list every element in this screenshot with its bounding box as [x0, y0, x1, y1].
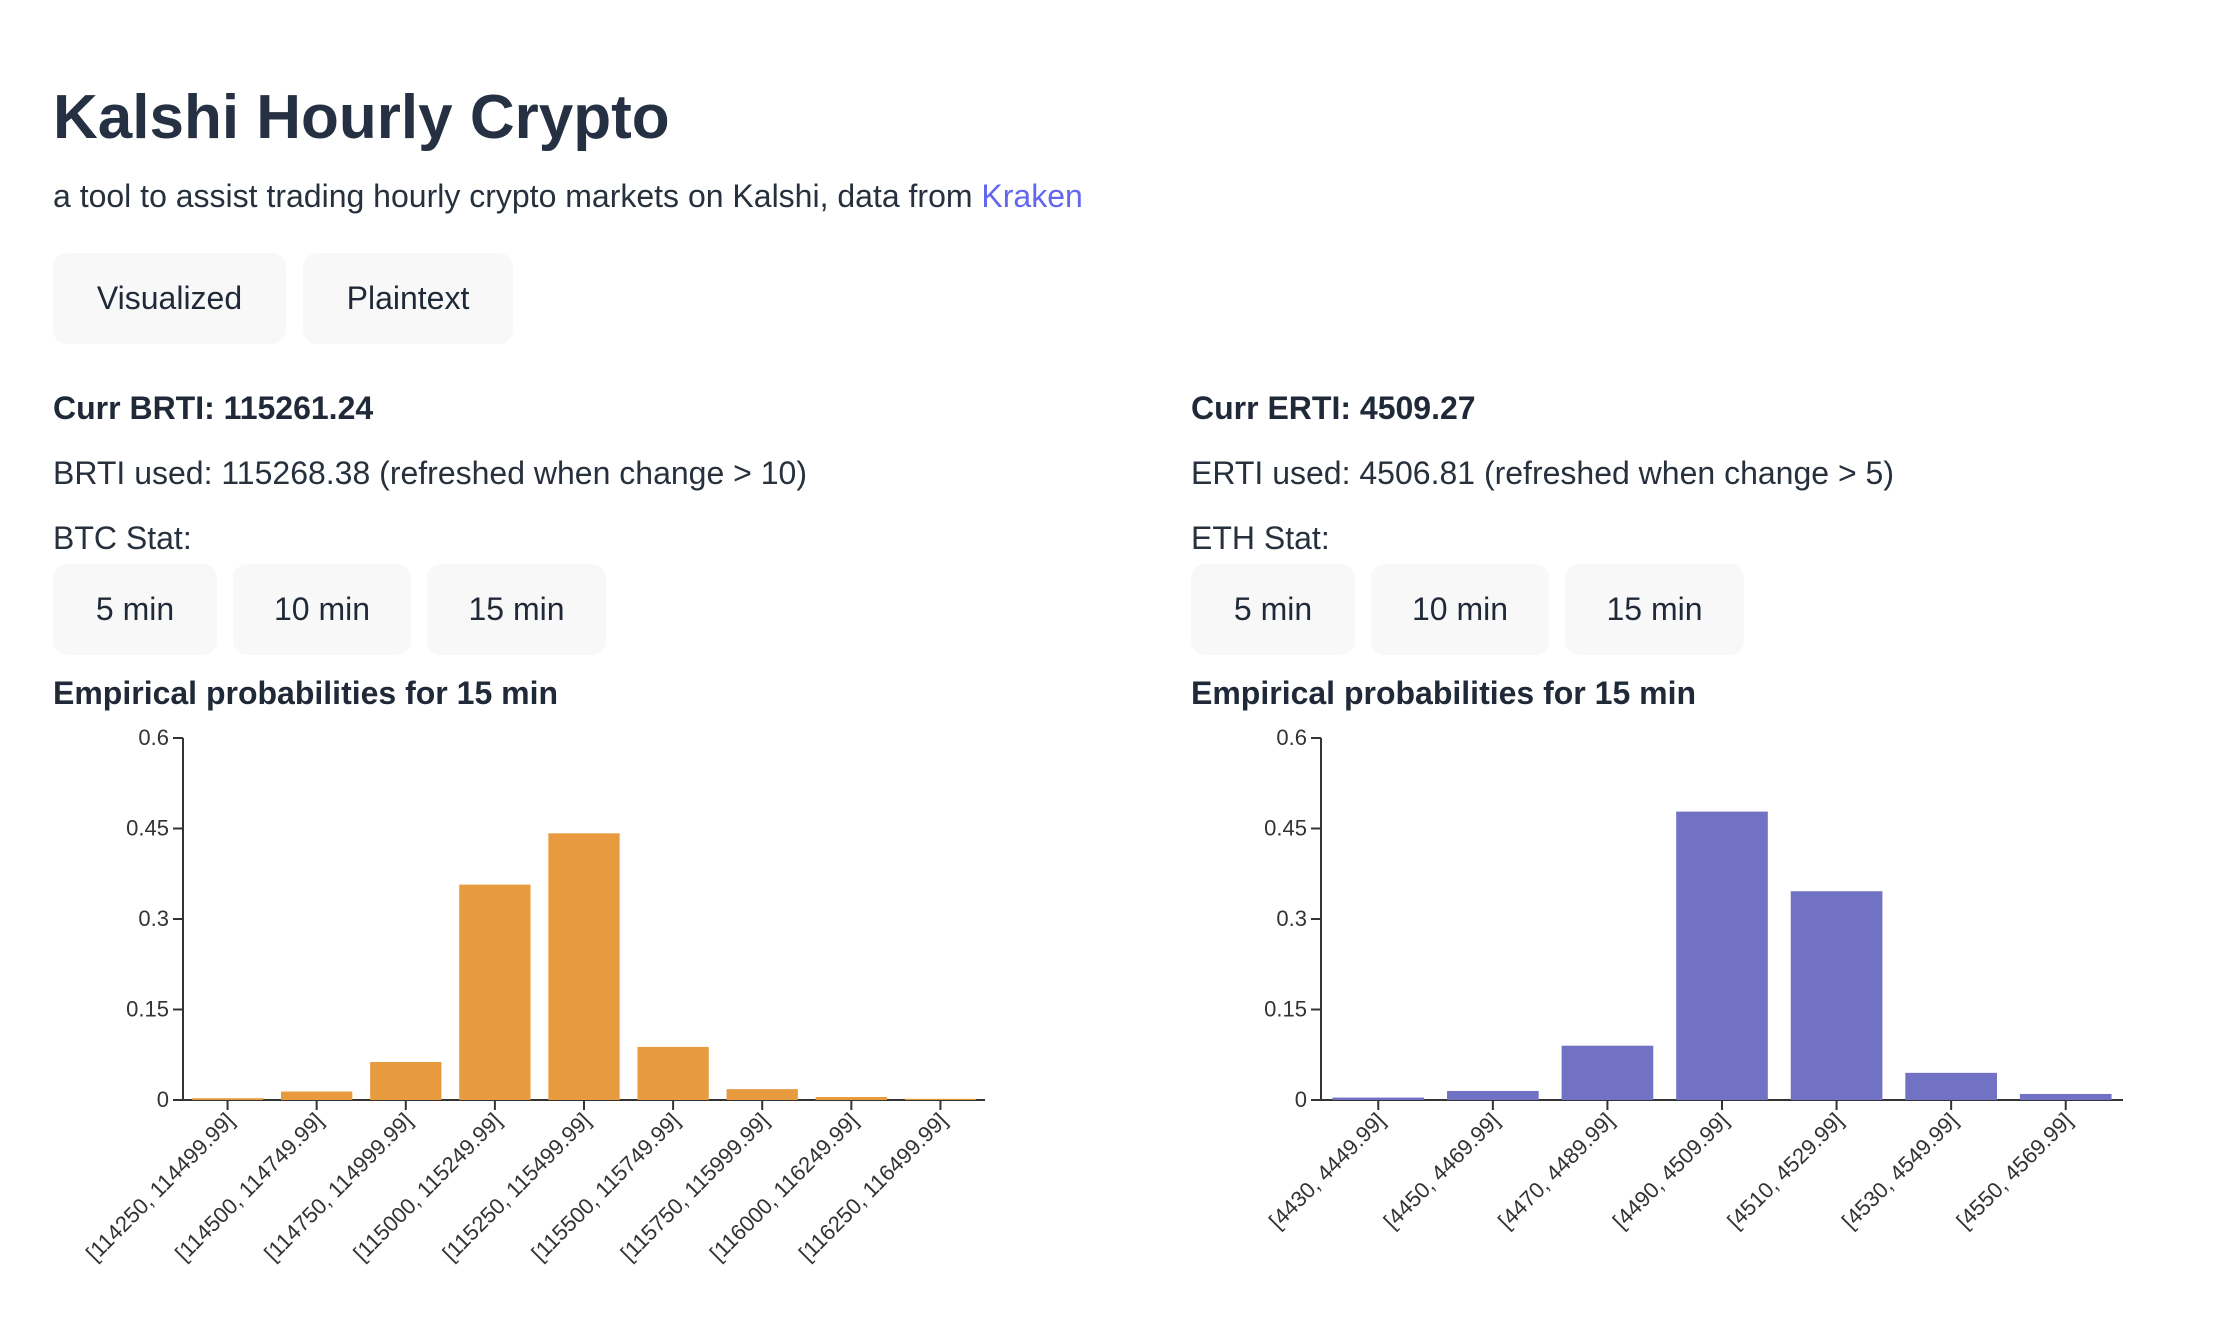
btc-x-tick-label: [115000, 115249.99] [348, 1108, 506, 1266]
erti-used: ERTI used: 4506.81 (refreshed when chang… [1191, 455, 1894, 491]
visualized-button[interactable]: Visualized [53, 253, 286, 344]
eth-bar [1676, 811, 1768, 1100]
btc-y-tick-label: 0 [157, 1087, 169, 1112]
eth-probability-chart: 0 0.15 0.3 0.45 0.6 [4430, 4449.99][4450, 446… [1264, 725, 2123, 1234]
eth-y-tick-label: 0.6 [1276, 725, 1307, 750]
btc-x-tick-label: [116000, 116249.99] [705, 1108, 863, 1266]
btc-bar [637, 1046, 709, 1100]
btc-x-tick-label: [114750, 114999.99] [259, 1108, 417, 1266]
btc-chart-title: Empirical probabilities for 15 min [53, 675, 559, 711]
btc-bar [548, 833, 620, 1100]
eth-x-tick-label: [4490, 4509.99] [1608, 1108, 1734, 1234]
curr-erti: Curr ERTI: 4509.27 [1191, 390, 1476, 426]
btc-bar [191, 1098, 264, 1100]
btc-5min-button[interactable]: 5 min [53, 564, 217, 655]
btc-y-tick-label: 0.45 [126, 816, 169, 841]
btc-bar [726, 1089, 798, 1100]
btc-bar [815, 1096, 887, 1100]
plaintext-button[interactable]: Plaintext [303, 253, 513, 344]
eth-x-tick-label: [4470, 4489.99] [1493, 1108, 1619, 1234]
btc-y-tick-label: 0.15 [126, 997, 169, 1022]
eth-x-tick-label: [4530, 4549.99] [1837, 1108, 1963, 1234]
btc-stat-label: BTC Stat: [53, 520, 192, 556]
eth-bar [1332, 1097, 1425, 1100]
btc-y-tick-label: 0.3 [138, 906, 169, 931]
btc-panel: Curr BRTI: 115261.24 BRTI used: 115268.3… [53, 0, 1153, 1322]
btc-x-tick-label: [115250, 115499.99] [437, 1108, 595, 1266]
eth-y-tick-label: 0.3 [1276, 906, 1307, 931]
eth-y-tick-label: 0.15 [1264, 997, 1307, 1022]
btc-x-tick-label: [115750, 115999.99] [616, 1108, 774, 1266]
eth-x-tick-label: [4550, 4569.99] [1951, 1108, 2077, 1234]
eth-5min-button[interactable]: 5 min [1191, 564, 1355, 655]
eth-x-tick-label: [4450, 4469.99] [1379, 1108, 1505, 1234]
eth-bar [1447, 1090, 1539, 1100]
eth-bar [1790, 891, 1883, 1100]
btc-x-tick-label: [115500, 115749.99] [527, 1108, 685, 1266]
btc-bar [459, 884, 531, 1100]
eth-x-tick-label: [4430, 4449.99] [1264, 1108, 1390, 1234]
btc-y-tick-label: 0.6 [138, 725, 169, 750]
eth-bar [2019, 1093, 2112, 1100]
subtitle-text: a tool to assist trading hourly crypto m… [53, 178, 982, 214]
kraken-link[interactable]: Kraken [981, 178, 1083, 214]
eth-y-tick-label: 0 [1295, 1087, 1307, 1112]
btc-10min-button[interactable]: 10 min [233, 564, 411, 655]
btc-x-tick-label: [116250, 116499.99] [794, 1108, 952, 1266]
eth-panel: Curr ERTI: 4509.27 ERTI used: 4506.81 (r… [1191, 0, 2222, 1322]
eth-bar [1905, 1072, 1997, 1100]
btc-x-tick-label: [114250, 114499.99] [81, 1108, 239, 1266]
btc-probability-chart: 0 0.15 0.3 0.45 0.6 [114250, 114499.99][11450… [81, 725, 985, 1266]
page-title: Kalshi Hourly Crypto [53, 83, 670, 152]
eth-10min-button[interactable]: 10 min [1371, 564, 1549, 655]
btc-bar [904, 1098, 977, 1100]
eth-stat-label: ETH Stat: [1191, 520, 1330, 556]
btc-bar [370, 1061, 442, 1100]
eth-bar [1561, 1045, 1654, 1100]
btc-x-tick-label: [114500, 114749.99] [170, 1108, 328, 1266]
curr-brti: Curr BRTI: 115261.24 [53, 390, 374, 426]
brti-used: BRTI used: 115268.38 (refreshed when cha… [53, 455, 807, 491]
eth-15min-button[interactable]: 15 min [1565, 564, 1744, 655]
btc-bar [281, 1091, 353, 1100]
eth-chart-title: Empirical probabilities for 15 min [1191, 675, 1697, 711]
page-subtitle: a tool to assist trading hourly crypto m… [53, 178, 1083, 215]
eth-y-tick-label: 0.45 [1264, 816, 1307, 841]
btc-15min-button[interactable]: 15 min [427, 564, 606, 655]
eth-x-tick-label: [4510, 4529.99] [1722, 1108, 1848, 1234]
